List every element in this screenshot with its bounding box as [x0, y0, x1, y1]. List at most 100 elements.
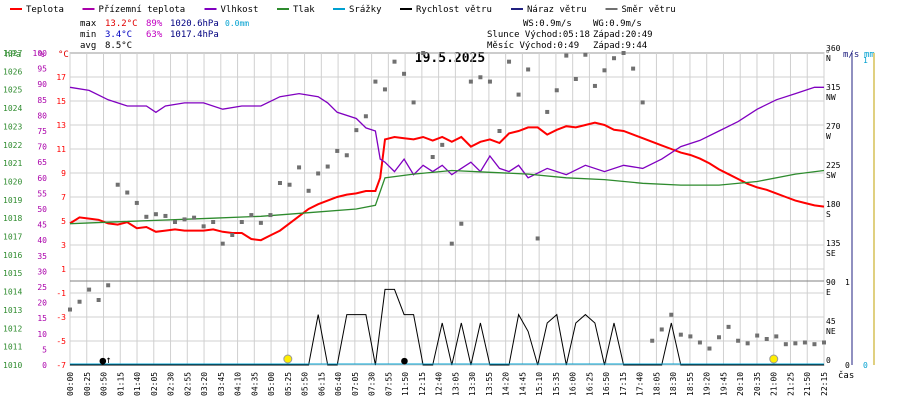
- x-tick-label: 20:35: [753, 372, 762, 396]
- x-tick-label: 00:25: [83, 372, 92, 396]
- series-pressure: [69, 169, 825, 225]
- humidity-tick-label: 15: [37, 314, 47, 323]
- wind-direction-point: [621, 51, 626, 55]
- moonrise-arrow-marker: ↑: [106, 355, 112, 366]
- rain-tick-label: 0: [863, 361, 868, 370]
- x-tick-label: 21:50: [803, 372, 812, 396]
- humidity-tick-label: 90: [37, 80, 47, 89]
- wind-direction-point: [554, 88, 559, 93]
- x-tick-label: 18:55: [686, 372, 695, 396]
- x-tick-label: 15:35: [552, 372, 561, 396]
- wind-direction-point: [707, 346, 712, 351]
- axis-label-deg: °: [825, 50, 830, 60]
- x-tick-label: 21:00: [770, 372, 779, 396]
- pressure-tick-label: 1019: [3, 196, 22, 205]
- sunrise-marker: [283, 354, 293, 364]
- x-tick-label: 01:15: [116, 372, 125, 396]
- humidity-tick-label: 30: [37, 267, 47, 276]
- legend-label-ground-temperature: Přízemní teplota: [99, 5, 186, 15]
- wind-direction-point: [478, 75, 483, 80]
- x-tick-label: 03:45: [217, 372, 226, 396]
- x-tick-label: 12:15: [418, 372, 427, 396]
- humidity-tick-label: 55: [37, 189, 47, 198]
- stat-avg-temp: 8.5°C: [105, 41, 132, 51]
- axis-label-mm: mm: [864, 50, 875, 60]
- wind-direction-point: [325, 164, 330, 169]
- x-tick-label: 16:50: [602, 372, 611, 396]
- wind-direction-point: [802, 340, 807, 345]
- temp-tick-label: 7: [61, 193, 66, 202]
- chart-title: 19.5.2025: [415, 51, 485, 66]
- wind-dir-tick-label: E: [826, 288, 831, 297]
- wind-direction-point: [449, 241, 454, 246]
- pressure-tick-label: 1020: [3, 177, 22, 186]
- wind-dir-tick-label: 0: [826, 356, 831, 365]
- wind-direction-point: [363, 114, 368, 119]
- humidity-tick-label: 65: [37, 158, 47, 167]
- wind-direction-point: [688, 334, 693, 339]
- wind-direction-point: [430, 155, 435, 159]
- wind-direction-point: [440, 142, 445, 147]
- wind-dir-tick-label: NW: [826, 93, 836, 102]
- x-axis-title: čas: [838, 370, 854, 381]
- wind-dir-tick-label: 360: [826, 44, 841, 53]
- wind-dir-tick-label: N: [826, 54, 831, 63]
- wind-direction-point: [277, 181, 282, 185]
- x-tick-label: 02:55: [183, 372, 192, 396]
- moon-marker: ●: [100, 354, 107, 367]
- temp-tick-label: -5: [56, 337, 66, 346]
- stat-max-label: max: [80, 19, 97, 29]
- pressure-tick-label: 1021: [3, 159, 22, 168]
- wind-direction-point: [125, 190, 130, 195]
- x-tick-label: 16:25: [585, 372, 594, 396]
- humidity-tick-label: 25: [37, 283, 47, 292]
- wind-direction-point: [249, 213, 254, 218]
- wind-direction-point: [497, 129, 502, 133]
- wind-direction-point: [287, 182, 292, 187]
- pressure-tick-label: 1018: [3, 214, 22, 223]
- wind-dir-tick-label: 315: [826, 83, 841, 92]
- temp-tick-label: 17: [56, 73, 66, 82]
- wind-direction-point: [564, 53, 569, 58]
- humidity-tick-label: 75: [37, 127, 47, 136]
- humidity-tick-label: 85: [37, 96, 47, 105]
- stat-min-press: 1017.4hPa: [170, 30, 219, 40]
- wind-direction-point: [640, 100, 645, 105]
- legend-label-precipitation: Srážky: [349, 5, 382, 15]
- pressure-tick-label: 1010: [3, 361, 22, 370]
- humidity-tick-label: 95: [37, 65, 47, 74]
- wind-dir-tick-label: 180: [826, 200, 841, 209]
- pressure-tick-label: 1022: [3, 141, 22, 150]
- pressure-tick-label: 1012: [3, 324, 22, 333]
- wind-direction-point: [669, 312, 674, 317]
- pressure-tick-label: 1014: [3, 288, 22, 297]
- wind-direction-point: [573, 77, 578, 81]
- wind-direction-point: [268, 213, 273, 218]
- wind-direction-point: [631, 66, 636, 71]
- x-tick-label: 14:20: [502, 372, 511, 396]
- wind-direction-point: [764, 337, 769, 341]
- humidity-tick-label: 45: [37, 221, 47, 230]
- info-ws: WS:0.9m/s: [523, 19, 572, 29]
- x-tick-label: 01:40: [133, 372, 142, 396]
- wind-direction-point: [697, 340, 702, 345]
- wind-direction-point: [96, 298, 101, 302]
- x-tick-label: 12:40: [435, 372, 444, 396]
- wind-direction-point: [717, 335, 722, 340]
- wind-direction-point: [745, 341, 750, 346]
- astro-info: WS:0.9m/s WG:0.9m/s Slunce Východ:05:18 …: [487, 19, 653, 51]
- wind-direction-point: [678, 332, 683, 337]
- x-tick-label: 06:15: [317, 372, 326, 396]
- temp-tick-label: 15: [56, 97, 66, 106]
- stat-avg-label: avg: [80, 41, 96, 51]
- wind-dir-tick-label: 135: [826, 239, 841, 248]
- wind-direction-point: [115, 182, 120, 187]
- wind-dir-tick-label: S: [826, 210, 831, 219]
- humidity-tick-label: 70: [37, 143, 47, 152]
- temp-tick-label: -1: [56, 289, 66, 298]
- x-tick-label: 02:30: [167, 372, 176, 396]
- wind-dir-tick-label: NE: [826, 327, 836, 336]
- x-tick-label: 05:00: [267, 372, 276, 396]
